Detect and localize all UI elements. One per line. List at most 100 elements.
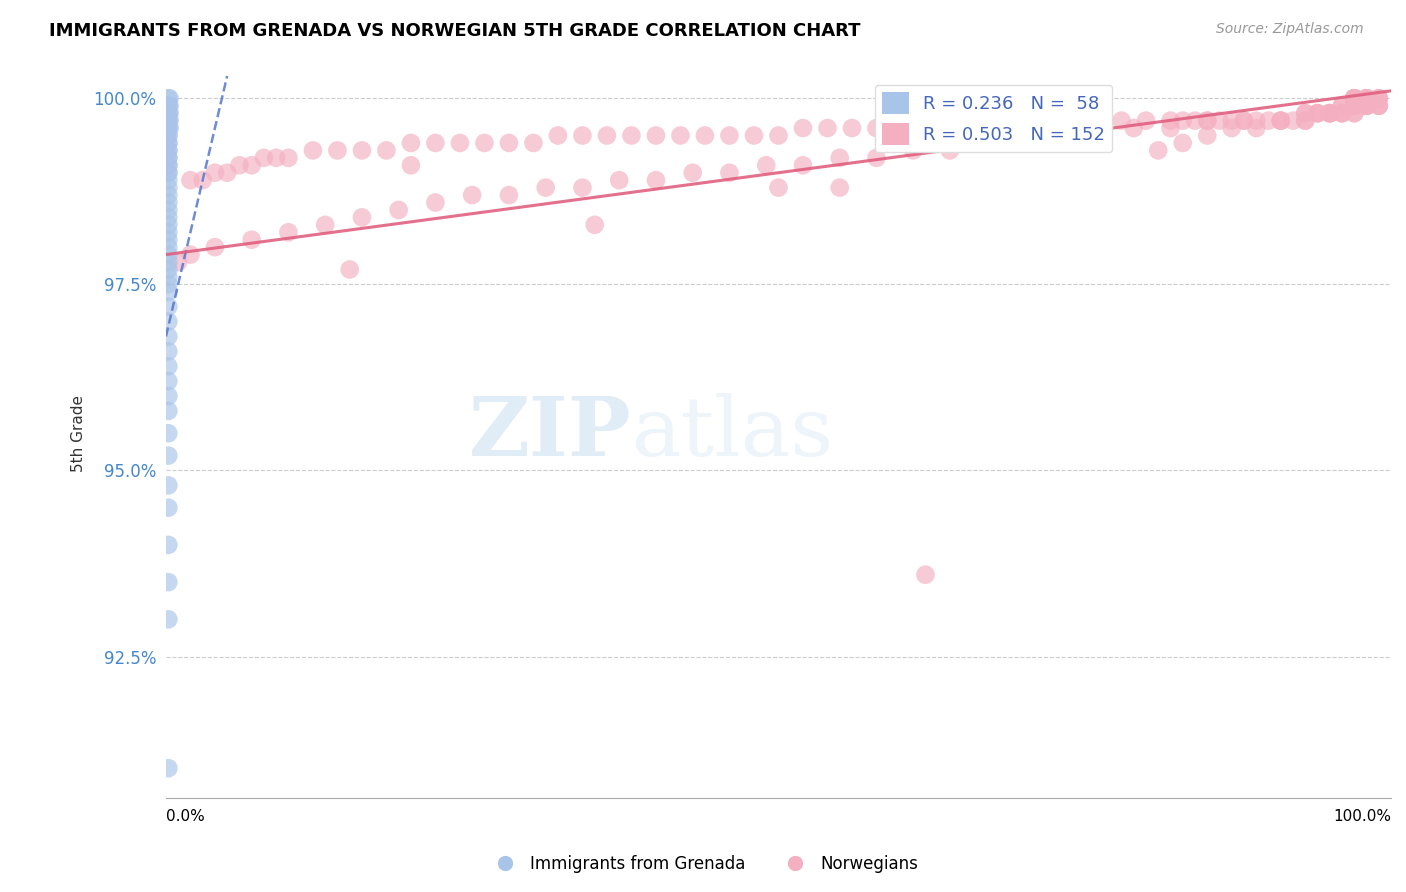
Point bbox=[841, 121, 863, 136]
Point bbox=[157, 173, 180, 187]
Point bbox=[461, 188, 484, 202]
Point bbox=[157, 240, 180, 254]
Point bbox=[1306, 106, 1329, 120]
Point bbox=[339, 262, 361, 277]
Point bbox=[1085, 113, 1108, 128]
Point bbox=[768, 128, 790, 143]
Point bbox=[1012, 121, 1035, 136]
Point bbox=[1355, 91, 1378, 105]
Point bbox=[157, 500, 180, 515]
Point bbox=[1355, 99, 1378, 113]
Point bbox=[1306, 106, 1329, 120]
Point bbox=[768, 180, 790, 194]
Point bbox=[1368, 91, 1391, 105]
Point bbox=[157, 158, 180, 172]
Point bbox=[534, 180, 557, 194]
Point bbox=[1343, 99, 1365, 113]
Point bbox=[1270, 113, 1292, 128]
Point bbox=[159, 113, 181, 128]
Point bbox=[1355, 99, 1378, 113]
Point bbox=[277, 225, 299, 239]
Text: atlas: atlas bbox=[631, 393, 834, 474]
Point bbox=[1085, 128, 1108, 143]
Point bbox=[1343, 91, 1365, 105]
Point bbox=[157, 158, 180, 172]
Point bbox=[157, 188, 180, 202]
Point bbox=[1355, 99, 1378, 113]
Point bbox=[1330, 99, 1353, 113]
Point bbox=[1355, 99, 1378, 113]
Point bbox=[1244, 121, 1267, 136]
Point bbox=[1233, 113, 1256, 128]
Point bbox=[1319, 106, 1341, 120]
Point bbox=[157, 233, 180, 247]
Point bbox=[1343, 99, 1365, 113]
Point bbox=[159, 91, 181, 105]
Point bbox=[157, 99, 180, 113]
Point bbox=[277, 151, 299, 165]
Point bbox=[157, 426, 180, 441]
Point bbox=[1343, 99, 1365, 113]
Point bbox=[157, 106, 180, 120]
Point bbox=[302, 144, 325, 158]
Point bbox=[1368, 91, 1391, 105]
Point bbox=[939, 144, 962, 158]
Point bbox=[828, 151, 851, 165]
Point bbox=[755, 158, 778, 172]
Point bbox=[425, 195, 447, 210]
Point bbox=[1343, 99, 1365, 113]
Point bbox=[179, 247, 201, 261]
Point bbox=[474, 136, 496, 150]
Point bbox=[828, 180, 851, 194]
Point bbox=[157, 255, 180, 269]
Point bbox=[1257, 113, 1279, 128]
Point bbox=[1197, 128, 1219, 143]
Point bbox=[1282, 113, 1305, 128]
Point bbox=[890, 121, 912, 136]
Text: 0.0%: 0.0% bbox=[166, 809, 205, 824]
Point bbox=[157, 300, 180, 314]
Point bbox=[1319, 106, 1341, 120]
Point bbox=[157, 218, 180, 232]
Point bbox=[157, 285, 180, 299]
Point bbox=[157, 344, 180, 359]
Point bbox=[157, 151, 180, 165]
Point bbox=[596, 128, 619, 143]
Point bbox=[1036, 121, 1059, 136]
Point bbox=[388, 202, 411, 217]
Point bbox=[1159, 121, 1181, 136]
Point bbox=[718, 128, 741, 143]
Point bbox=[204, 240, 226, 254]
Point bbox=[1233, 113, 1256, 128]
Point bbox=[1244, 113, 1267, 128]
Point bbox=[425, 136, 447, 150]
Point bbox=[157, 106, 180, 120]
Point bbox=[157, 166, 180, 180]
Point bbox=[157, 247, 180, 261]
Text: 100.0%: 100.0% bbox=[1333, 809, 1391, 824]
Point bbox=[1197, 113, 1219, 128]
Text: ZIP: ZIP bbox=[468, 393, 631, 474]
Point bbox=[1294, 106, 1316, 120]
Text: Source: ZipAtlas.com: Source: ZipAtlas.com bbox=[1216, 22, 1364, 37]
Point bbox=[1159, 113, 1181, 128]
Point bbox=[157, 202, 180, 217]
Point bbox=[1343, 91, 1365, 105]
Point bbox=[1270, 113, 1292, 128]
Point bbox=[792, 121, 814, 136]
Point bbox=[159, 99, 181, 113]
Point bbox=[1319, 106, 1341, 120]
Point bbox=[157, 329, 180, 343]
Point bbox=[1220, 113, 1243, 128]
Point bbox=[718, 166, 741, 180]
Point bbox=[240, 233, 263, 247]
Point bbox=[1343, 91, 1365, 105]
Point bbox=[1343, 99, 1365, 113]
Point bbox=[645, 173, 668, 187]
Point bbox=[1343, 91, 1365, 105]
Point bbox=[1355, 91, 1378, 105]
Point bbox=[449, 136, 471, 150]
Point bbox=[314, 218, 336, 232]
Point bbox=[350, 144, 373, 158]
Point bbox=[669, 128, 692, 143]
